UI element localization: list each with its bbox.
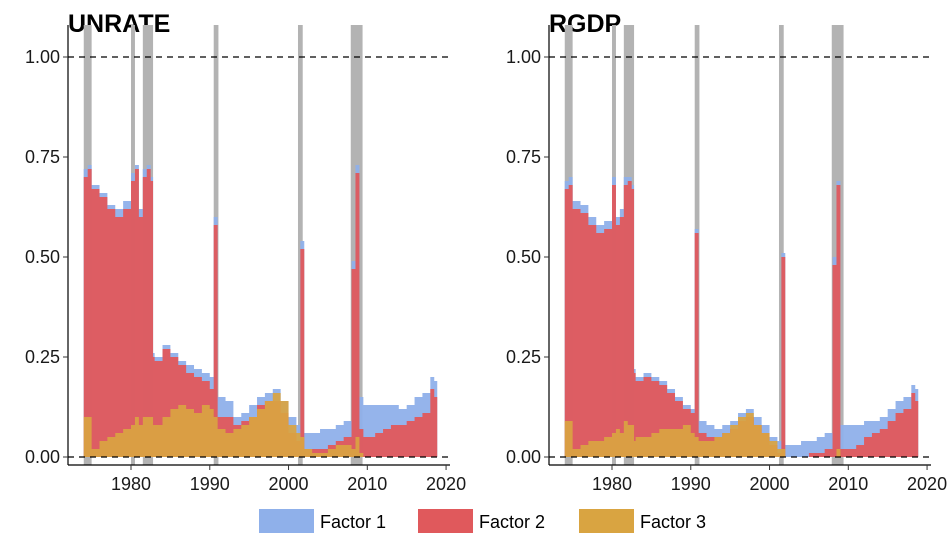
y-tick-label: 1.00 (25, 47, 60, 67)
legend: Factor 1 Factor 2 Factor 3 (259, 509, 706, 533)
y-tick-label: 0.75 (506, 147, 541, 167)
y-tick-label: 0.75 (25, 147, 60, 167)
x-tick-label: 2010 (347, 474, 387, 494)
x-tick-label: 2010 (828, 474, 868, 494)
x-tick-label: 2000 (750, 474, 790, 494)
y-tick-label: 0.00 (25, 447, 60, 467)
series-area-factor-2 (564, 181, 919, 457)
panel-title: RGDP (549, 10, 621, 38)
y-tick-label: 1.00 (506, 47, 541, 67)
panel-title: UNRATE (68, 10, 170, 38)
legend-item-factor-2: Factor 2 (418, 509, 545, 533)
x-tick-label: 2000 (269, 474, 309, 494)
legend-label: Factor 3 (640, 512, 706, 532)
y-tick-label: 0.00 (506, 447, 541, 467)
x-tick-label: 1980 (111, 474, 151, 494)
series-area-factor-2 (83, 169, 438, 457)
legend-swatch (259, 509, 314, 533)
legend-swatch (418, 509, 473, 533)
legend-item-factor-1: Factor 1 (259, 509, 386, 533)
legend-item-factor-3: Factor 3 (579, 509, 706, 533)
x-tick-label: 1980 (592, 474, 632, 494)
series-area-factor-3 (564, 413, 919, 457)
y-tick-label: 0.25 (25, 347, 60, 367)
x-tick-label: 1990 (190, 474, 230, 494)
series-area-factor-3 (83, 393, 438, 457)
y-tick-label: 0.25 (506, 347, 541, 367)
legend-label: Factor 2 (479, 512, 545, 532)
y-tick-label: 0.50 (25, 247, 60, 267)
legend-swatch (579, 509, 634, 533)
legend-label: Factor 1 (320, 512, 386, 532)
y-tick-label: 0.50 (506, 247, 541, 267)
x-tick-label: 2020 (426, 474, 466, 494)
panel-unrate: UNRATE 0.00 0.25 0.50 0.75 1.00 1980 1990 2000 20… (25, 10, 466, 494)
x-tick-label: 1990 (671, 474, 711, 494)
recession-band (778, 25, 784, 465)
panel-rgdp: RGDP 0.00 0.25 0.50 0.75 1.00 1980 1990 2000 2010… (506, 10, 947, 494)
x-tick-label: 2020 (907, 474, 947, 494)
